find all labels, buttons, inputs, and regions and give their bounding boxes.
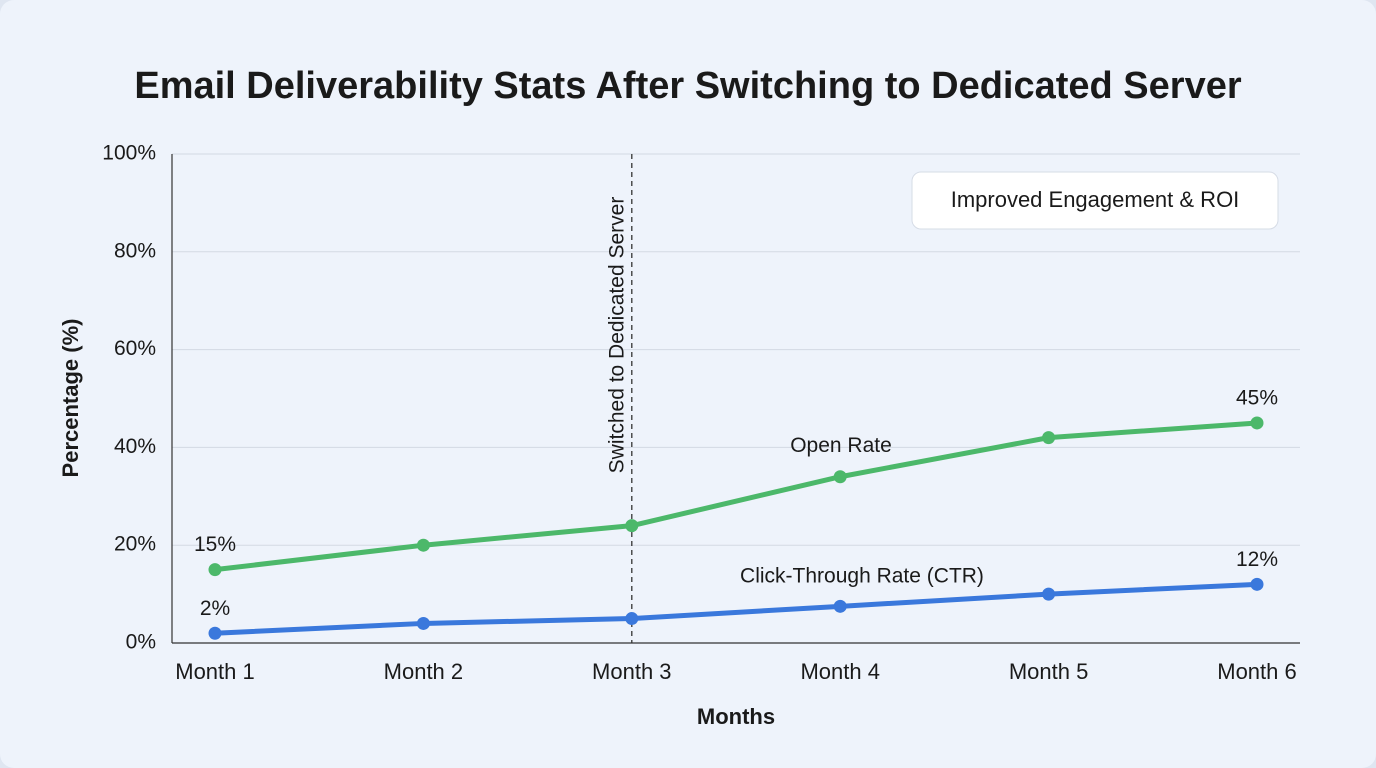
data-point: [833, 599, 847, 613]
x-tick-label: Month 5: [1009, 659, 1089, 684]
x-tick-label: Month 3: [592, 659, 672, 684]
data-point: [625, 612, 639, 626]
x-axis-label: Months: [697, 704, 775, 729]
y-tick-label: 40%: [114, 435, 156, 458]
y-tick-label: 0%: [126, 631, 156, 654]
data-point: [1042, 431, 1056, 445]
data-label: 15%: [194, 533, 236, 556]
data-point: [416, 616, 430, 630]
data-point: [1042, 587, 1056, 601]
callout-box: [911, 171, 1279, 230]
series-label: Open Rate: [790, 434, 892, 457]
data-point: [208, 626, 222, 640]
x-tick-label: Month 2: [384, 659, 464, 684]
series-label: Click-Through Rate (CTR): [740, 565, 984, 588]
x-tick-label: Month 6: [1217, 659, 1297, 684]
data-point: [208, 563, 222, 577]
x-tick-label: Month 1: [175, 659, 255, 684]
data-point: [1250, 577, 1264, 591]
callout-text: Improved Engagement & ROI: [951, 187, 1240, 212]
data-point: [1250, 416, 1264, 430]
chart-title: Email Deliverability Stats After Switchi…: [134, 65, 1241, 107]
data-label: 12%: [1236, 548, 1278, 571]
event-label: Switched to Dedicated Server: [605, 197, 628, 474]
y-tick-label: 20%: [114, 533, 156, 556]
y-axis-label: Percentage (%): [58, 319, 83, 478]
x-tick-label: Month 4: [800, 659, 880, 684]
data-point: [416, 538, 430, 552]
y-tick-label: 60%: [114, 337, 156, 360]
series-line: [214, 420, 1258, 573]
y-tick-label: 80%: [114, 239, 156, 262]
data-point: [833, 470, 847, 484]
data-label: 2%: [200, 597, 230, 620]
data-point: [625, 519, 639, 533]
y-tick-label: 100%: [102, 142, 156, 165]
series-line: [214, 581, 1258, 636]
data-label: 45%: [1236, 386, 1278, 409]
